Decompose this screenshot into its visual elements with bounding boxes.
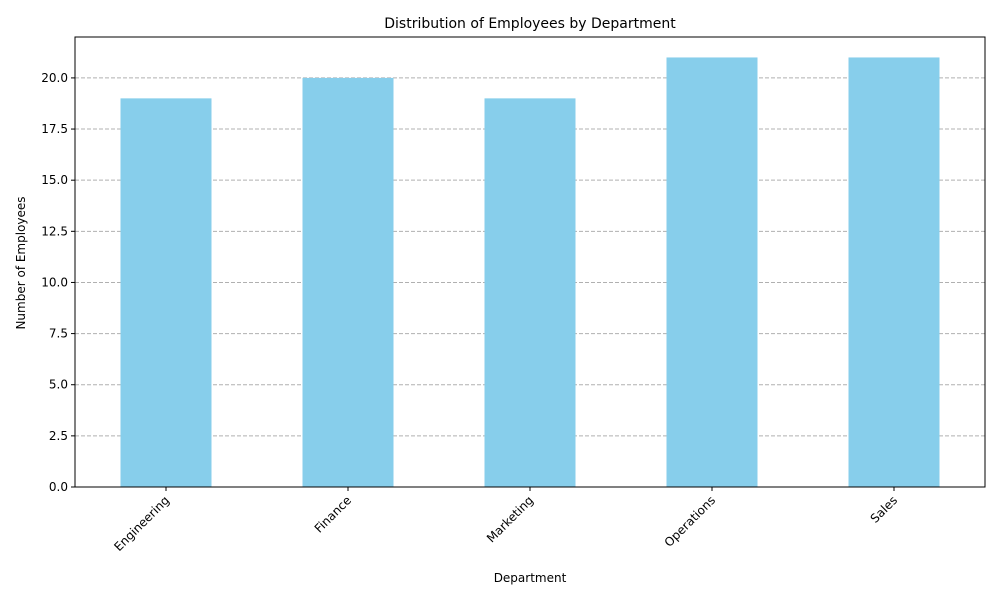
y-tick-label: 0.0 bbox=[49, 480, 68, 494]
y-tick-label: 20.0 bbox=[41, 71, 68, 85]
x-tick-label: Sales bbox=[868, 493, 900, 525]
x-tick-label: Finance bbox=[312, 493, 354, 535]
x-tick-label: Engineering bbox=[111, 493, 172, 554]
y-tick-label: 2.5 bbox=[49, 429, 68, 443]
plot-frame bbox=[74, 36, 986, 488]
y-tick-label: 7.5 bbox=[49, 327, 68, 341]
x-tick-label: Operations bbox=[662, 493, 719, 550]
y-axis-title: Number of Employees bbox=[14, 196, 28, 329]
x-axis-title: Department bbox=[494, 571, 567, 585]
bars-layer bbox=[120, 57, 940, 488]
y-tick-label: 15.0 bbox=[41, 173, 68, 187]
y-tick-label: 5.0 bbox=[49, 378, 68, 392]
bar-engineering bbox=[120, 98, 212, 487]
chart-title: Distribution of Employees by Department bbox=[384, 16, 676, 32]
y-tick-label: 17.5 bbox=[41, 122, 68, 136]
grid-layer bbox=[75, 77, 985, 437]
y-tick-label: 10.0 bbox=[41, 275, 68, 289]
y-tick-label: 12.5 bbox=[41, 224, 68, 238]
bar-marketing bbox=[484, 98, 576, 487]
bar-sales bbox=[848, 57, 940, 488]
bar-finance bbox=[302, 77, 394, 487]
bar-operations bbox=[666, 57, 758, 488]
axes-layer bbox=[71, 36, 986, 491]
x-tick-label: Marketing bbox=[484, 493, 536, 545]
